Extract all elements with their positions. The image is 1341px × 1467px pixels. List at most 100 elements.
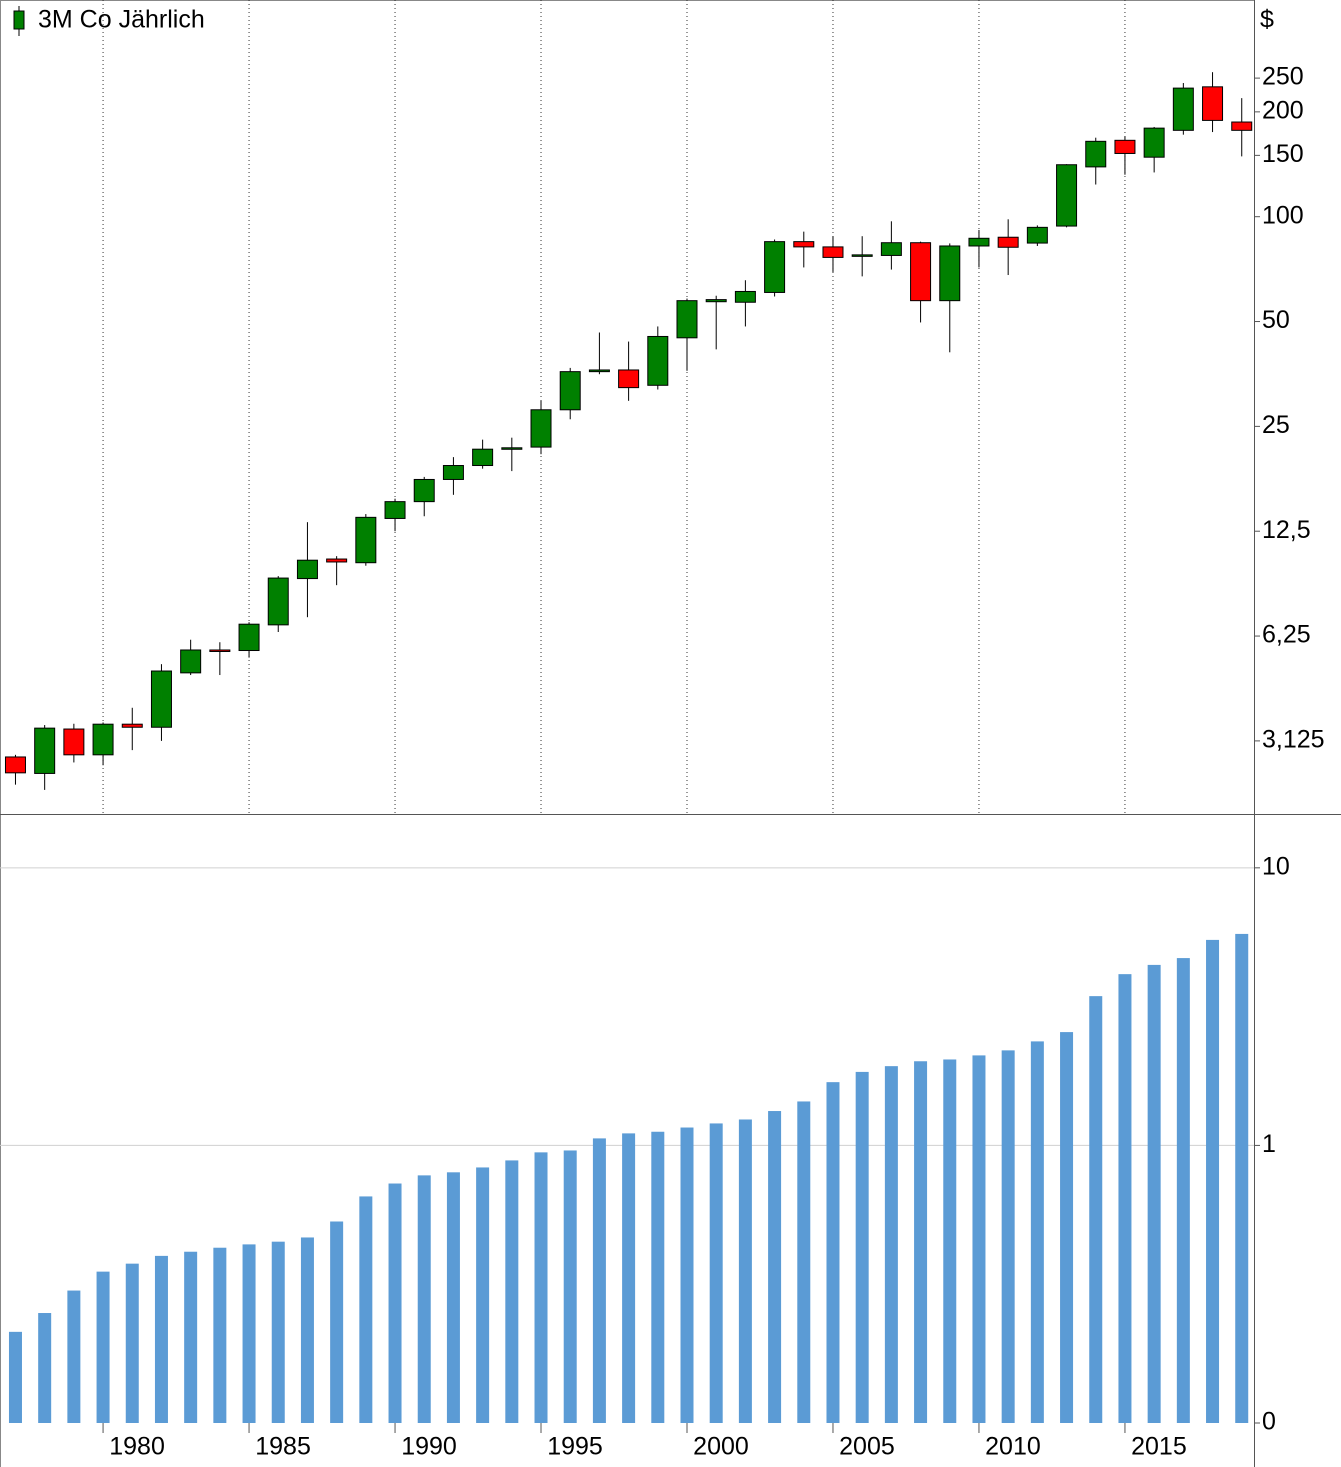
y-tick-label: 250 xyxy=(1262,63,1304,91)
candle-body xyxy=(851,254,873,257)
bar xyxy=(1001,1050,1015,1423)
candle-body xyxy=(822,246,844,258)
candle-body xyxy=(180,649,202,674)
bar xyxy=(534,1152,548,1423)
bar xyxy=(1030,1041,1044,1423)
bar xyxy=(476,1167,490,1423)
candle-body xyxy=(734,290,756,303)
bar xyxy=(1118,974,1132,1423)
bar xyxy=(884,1066,898,1423)
bar xyxy=(213,1247,227,1423)
candle-body xyxy=(384,501,406,519)
bar xyxy=(96,1271,110,1423)
bar xyxy=(8,1331,22,1423)
bar xyxy=(417,1175,431,1423)
y-tick-label: 100 xyxy=(1262,201,1304,229)
bar xyxy=(914,1061,928,1423)
bar xyxy=(388,1183,402,1423)
candle-body xyxy=(267,577,289,626)
candle-body xyxy=(1056,164,1078,227)
bar xyxy=(972,1055,986,1423)
legend-icon xyxy=(13,10,25,30)
bar xyxy=(592,1138,606,1423)
bar xyxy=(359,1196,373,1423)
candle-body xyxy=(588,369,610,373)
candle-body xyxy=(705,299,727,303)
candle-body xyxy=(355,516,377,564)
candle-body xyxy=(63,728,85,756)
bar xyxy=(154,1255,168,1423)
candle-body xyxy=(1143,127,1165,158)
candle-body xyxy=(1202,86,1224,121)
candle-body xyxy=(442,465,464,480)
y-tick-label: 12,5 xyxy=(1262,516,1311,544)
y-tick-label: 1 xyxy=(1262,1130,1276,1158)
candle-body xyxy=(296,559,318,580)
y-tick-label: 25 xyxy=(1262,411,1290,439)
bar xyxy=(1060,1032,1074,1423)
candle-body xyxy=(1172,87,1194,131)
candle-body xyxy=(997,236,1019,248)
bar xyxy=(768,1111,782,1423)
candle-body xyxy=(326,558,348,563)
bar xyxy=(330,1221,344,1423)
bar xyxy=(1147,964,1161,1423)
candle-body xyxy=(1085,140,1107,168)
x-tick-label: 1990 xyxy=(401,1433,457,1461)
bar xyxy=(797,1101,811,1423)
bar xyxy=(446,1172,460,1423)
bar xyxy=(943,1059,957,1423)
candle-body xyxy=(1026,226,1048,244)
candle-body xyxy=(968,237,990,247)
bar xyxy=(563,1150,577,1423)
x-tick-label: 2005 xyxy=(839,1433,895,1461)
bar xyxy=(300,1237,314,1423)
y-tick-label: 50 xyxy=(1262,306,1290,334)
candle-body xyxy=(764,241,786,293)
candle-body xyxy=(647,335,669,386)
x-tick-label: 1995 xyxy=(547,1433,603,1461)
bar xyxy=(1089,996,1103,1423)
bar xyxy=(709,1123,723,1423)
bar xyxy=(855,1071,869,1423)
bar xyxy=(38,1313,52,1423)
bar xyxy=(1176,958,1190,1423)
x-tick-label: 2015 xyxy=(1131,1433,1187,1461)
bar xyxy=(1235,933,1249,1423)
y-tick-label: 200 xyxy=(1262,96,1304,124)
candle-body xyxy=(880,242,902,256)
candle-body xyxy=(92,723,114,756)
x-tick-label: 1985 xyxy=(255,1433,311,1461)
x-tick-label: 1980 xyxy=(109,1433,165,1461)
bar xyxy=(67,1290,81,1423)
candle-body xyxy=(472,448,494,467)
candle-body xyxy=(121,723,143,728)
candle-body xyxy=(209,649,231,652)
bar xyxy=(738,1119,752,1423)
bar xyxy=(1206,939,1220,1423)
candle-body xyxy=(910,242,932,302)
bar xyxy=(242,1244,256,1423)
bar xyxy=(826,1082,840,1423)
candle-body xyxy=(1231,121,1253,131)
candle-body xyxy=(530,409,552,448)
candle-body xyxy=(1114,139,1136,154)
y-tick-label: 10 xyxy=(1262,852,1290,880)
candle-body xyxy=(238,623,260,652)
x-tick-label: 2000 xyxy=(693,1433,749,1461)
y-tick-label: 150 xyxy=(1262,140,1304,168)
bar xyxy=(184,1251,198,1423)
bar xyxy=(651,1131,665,1423)
candle-body xyxy=(34,727,56,774)
candle-body xyxy=(939,245,961,302)
y-tick-label: 0 xyxy=(1262,1408,1276,1436)
bar xyxy=(125,1263,139,1423)
bar xyxy=(680,1127,694,1423)
candle-body xyxy=(676,300,698,339)
candle-body xyxy=(618,369,640,389)
candle-body xyxy=(150,670,172,728)
y-axis-label: $ xyxy=(1260,6,1274,34)
candle-body xyxy=(793,241,815,248)
